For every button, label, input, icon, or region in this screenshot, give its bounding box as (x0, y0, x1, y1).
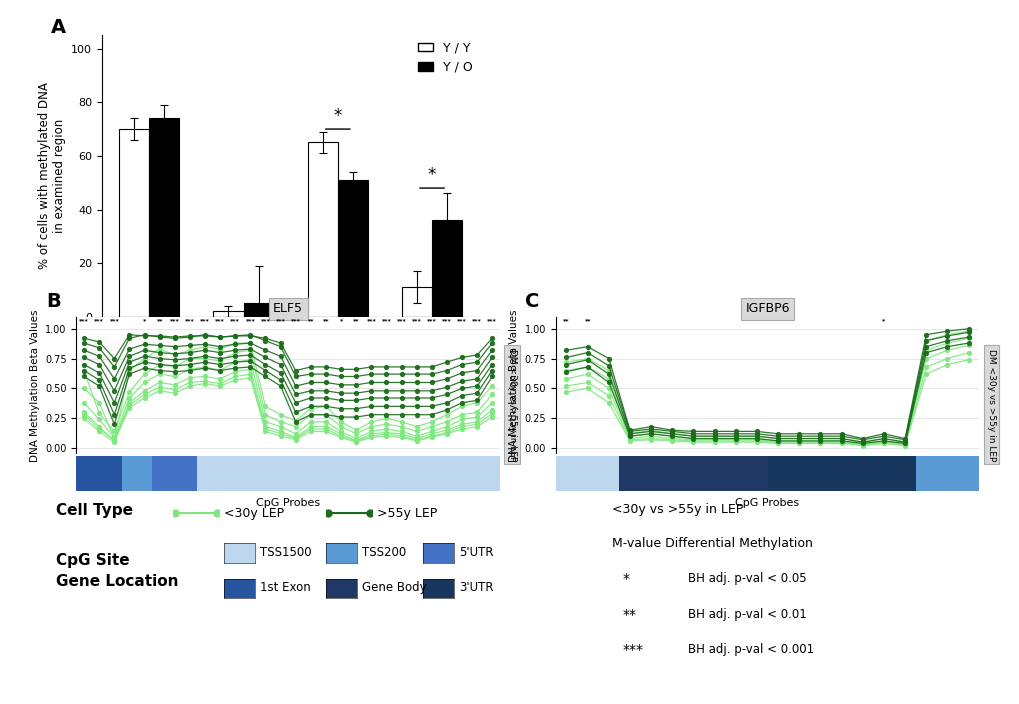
Text: *: * (143, 318, 146, 322)
Text: TSS1500: TSS1500 (260, 546, 312, 559)
Text: >55y LEP: >55y LEP (377, 507, 437, 520)
Text: ***: *** (94, 318, 104, 322)
Text: **: ** (322, 318, 329, 322)
Text: ***: *** (472, 318, 482, 322)
Bar (767, 456, 915, 491)
Legend: Y / Y, Y / O: Y / Y, Y / O (418, 42, 473, 74)
Text: ***: *** (260, 318, 270, 322)
Text: M-value Differential Methylation: M-value Differential Methylation (611, 537, 812, 550)
Text: B: B (46, 292, 60, 311)
Text: ***: *** (215, 318, 225, 322)
Bar (401, 287, 432, 317)
Text: **: ** (308, 318, 314, 322)
Text: C: C (525, 292, 539, 311)
Text: IGFBP6: IGFBP6 (745, 303, 789, 315)
Bar (213, 311, 244, 317)
Text: ***: *** (200, 318, 210, 322)
Text: ***: *** (381, 318, 391, 322)
Bar (149, 118, 179, 317)
Text: ***: *** (412, 318, 421, 322)
Text: ***: *** (79, 318, 89, 322)
Text: BH adj. p-val < 0.01: BH adj. p-val < 0.01 (688, 608, 806, 620)
Text: ***: *** (622, 643, 643, 657)
Y-axis label: % of cells with methylated DNA
in examined region: % of cells with methylated DNA in examin… (38, 82, 65, 270)
Text: ***: *** (184, 318, 195, 322)
Bar (152, 456, 198, 491)
Text: ***: *** (170, 318, 179, 322)
Bar (76, 456, 121, 491)
Text: ***: *** (487, 318, 496, 322)
Text: *: * (339, 318, 342, 322)
Text: **: ** (156, 318, 163, 322)
Bar (337, 180, 368, 317)
Text: ***: *** (290, 318, 301, 322)
Text: Cell Type: Cell Type (56, 503, 132, 518)
Bar (619, 456, 767, 491)
Text: Gene Body: Gene Body (362, 581, 426, 594)
Text: **: ** (622, 608, 636, 622)
Text: 5'UTR: 5'UTR (459, 546, 493, 559)
Text: CpG Site
Gene Location: CpG Site Gene Location (56, 553, 178, 589)
Text: ***: *** (109, 318, 119, 322)
Bar (244, 303, 273, 317)
Text: ***: *** (230, 318, 239, 322)
Text: TSS200: TSS200 (362, 546, 406, 559)
Text: BH adj. p-val < 0.001: BH adj. p-val < 0.001 (688, 643, 814, 655)
Bar (121, 456, 152, 491)
Text: **: ** (562, 318, 570, 322)
Y-axis label: DNA Methylation Beta Values: DNA Methylation Beta Values (30, 309, 40, 462)
Text: *: * (881, 318, 884, 322)
Bar (119, 129, 149, 317)
Bar (915, 456, 978, 491)
Bar (432, 220, 462, 317)
Text: **: ** (584, 318, 590, 322)
Text: A: A (51, 18, 66, 37)
Text: ***: *** (246, 318, 255, 322)
Text: **: ** (353, 318, 359, 322)
Y-axis label: DNA Methylation Beta Values: DNA Methylation Beta Values (508, 309, 519, 462)
Text: *: * (428, 166, 436, 184)
Text: ***: *** (427, 318, 436, 322)
Bar (198, 456, 499, 491)
Text: ***: *** (366, 318, 376, 322)
Text: *: * (333, 107, 341, 125)
Text: DM <30y vs >55y in LEP: DM <30y vs >55y in LEP (507, 348, 516, 461)
Text: <30y vs >55y in LEP: <30y vs >55y in LEP (611, 503, 743, 516)
Text: ***: *** (396, 318, 406, 322)
Bar (555, 456, 619, 491)
Text: BH adj. p-val < 0.05: BH adj. p-val < 0.05 (688, 572, 806, 585)
Text: <30y LEP: <30y LEP (224, 507, 284, 520)
Text: ***: *** (275, 318, 285, 322)
Text: ***: *** (457, 318, 467, 322)
Text: 1st Exon: 1st Exon (260, 581, 311, 594)
Bar (308, 142, 337, 317)
Text: ELF5: ELF5 (273, 303, 303, 315)
Text: DM <30y vs >55y in LEP: DM <30y vs >55y in LEP (986, 348, 995, 461)
Text: ***: *** (441, 318, 451, 322)
Text: *: * (622, 572, 629, 586)
Text: 3'UTR: 3'UTR (459, 581, 493, 594)
